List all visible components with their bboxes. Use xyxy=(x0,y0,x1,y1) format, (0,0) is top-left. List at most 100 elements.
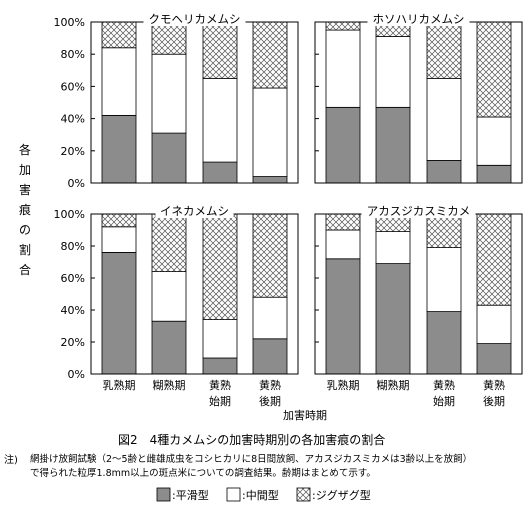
bar-segment-zigzag-3 xyxy=(426,213,462,248)
bar-segment-zigzag-4 xyxy=(476,21,512,118)
bar-segment-zigzag-2 xyxy=(151,21,187,55)
bar-segment-zigzag-4 xyxy=(252,21,288,89)
bar-segment-middle-2 xyxy=(151,271,187,322)
x-tick-label: 黄熟 xyxy=(433,378,455,392)
legend-swatch-flat xyxy=(156,487,171,502)
y-axis-label-char: 痕 xyxy=(19,202,31,217)
bar-segment-middle-4 xyxy=(252,87,288,177)
bar-segment-middle-1 xyxy=(101,47,137,116)
bar-segment-flat-1 xyxy=(325,258,361,375)
bar-segment-flat-3 xyxy=(426,311,462,375)
x-tick-label-line2: 後期 xyxy=(483,394,505,408)
y-axis-label-char: 各 xyxy=(19,142,31,157)
bar-segment-middle-1 xyxy=(325,229,361,260)
bar-segment-middle-1 xyxy=(101,226,137,253)
bar-segment-flat-4 xyxy=(476,343,512,375)
y-tick-label: 60% xyxy=(61,272,85,285)
y-tick-label: 40% xyxy=(61,113,85,126)
bar-segment-zigzag-3 xyxy=(202,21,238,79)
bar-segment-flat-1 xyxy=(325,106,361,184)
bar-segment-flat-1 xyxy=(101,114,137,184)
bar-segment-zigzag-1 xyxy=(101,21,137,49)
bar-segment-flat-2 xyxy=(375,106,411,184)
bar-segment-middle-3 xyxy=(202,319,238,359)
y-axis-label-char: 合 xyxy=(19,262,31,277)
y-axis-label-char: の xyxy=(19,223,31,237)
x-axis-label: 加害時期 xyxy=(283,408,327,422)
chart-title: イネカメムシ xyxy=(160,204,229,218)
bar-segment-zigzag-1 xyxy=(101,213,137,228)
y-axis-label-char: 加 xyxy=(19,163,31,177)
bar-segment-middle-2 xyxy=(375,231,411,265)
chart-title: ホソハリカメムシ xyxy=(373,12,465,26)
y-tick-label: 100% xyxy=(54,208,85,221)
figure-caption: 図2 4種カメムシの加害時期別の各加害痕の割合 xyxy=(118,433,386,447)
chart-panel-4: アカスジカスミカメ xyxy=(314,204,523,375)
chart-panel-1: 0% 20% 40% 60% 80% 100% クモヘリカメムシ xyxy=(54,12,299,190)
x-tick-label: 黄熟 xyxy=(259,378,281,392)
x-tick-label: 黄熟 xyxy=(483,378,505,392)
x-tick-label: 糊熟期 xyxy=(153,378,186,392)
bar-segment-middle-1 xyxy=(325,29,361,108)
bar-segment-middle-4 xyxy=(476,116,512,166)
bar-segment-middle-4 xyxy=(476,304,512,345)
bar-segment-flat-4 xyxy=(252,338,288,375)
y-axis-label-char: 割 xyxy=(19,242,31,257)
legend-label-middle: :中間型 xyxy=(242,488,279,502)
chart-title-bg xyxy=(155,204,234,218)
chart-title-bg xyxy=(361,204,476,218)
x-tick-label: 黄熟 xyxy=(209,378,231,392)
bar-segment-flat-2 xyxy=(151,132,187,184)
bar-segment-flat-2 xyxy=(375,263,411,375)
y-tick-label: 20% xyxy=(61,145,85,158)
x-tick-label: 乳熟期 xyxy=(327,378,360,392)
bar-segment-middle-3 xyxy=(426,77,462,161)
bar-segment-flat-1 xyxy=(101,251,137,375)
bar-segment-flat-2 xyxy=(151,320,187,375)
legend-swatch-middle xyxy=(226,487,241,502)
bar-segment-flat-3 xyxy=(202,161,238,184)
chart-panel-3: 0% 20% 40% 60% 80% 100% イネカメムシ xyxy=(54,204,299,381)
note-line-1: 網掛け放飼試験（2～5齢と雌雄成虫をコシヒカリに8日間放飼、アカスジカスミカメは… xyxy=(30,454,473,465)
charts-group: 0% 20% 40% 60% 80% 100% クモヘリカメムシ ホソハリカメムシ 0% 20% 4… xyxy=(54,12,523,381)
y-tick-label: 100% xyxy=(54,16,85,29)
x-tick-label-line2: 始期 xyxy=(433,394,455,408)
y-tick-label: 20% xyxy=(61,336,85,349)
x-tick-label: 乳熟期 xyxy=(103,378,136,392)
y-tick-label: 40% xyxy=(61,304,85,317)
y-tick-label: 60% xyxy=(61,80,85,93)
bar-segment-zigzag-4 xyxy=(476,213,512,306)
bar-segment-flat-4 xyxy=(252,176,288,184)
chart-title: アカスジカスミカメ xyxy=(367,204,471,218)
y-tick-label: 80% xyxy=(61,240,85,253)
y-axis-label-char: 害 xyxy=(19,182,31,197)
x-tick-label-line2: 後期 xyxy=(259,394,281,408)
chart-panel-2: ホソハリカメムシ xyxy=(314,12,523,184)
bar-segment-zigzag-1 xyxy=(325,213,361,231)
legend: :平滑型:中間型:ジグザグ型 xyxy=(156,487,371,502)
chart-title-bg xyxy=(143,12,246,26)
y-tick-label: 0% xyxy=(68,177,85,190)
x-tick-label: 糊熟期 xyxy=(377,378,410,392)
y-tick-label: 80% xyxy=(61,48,85,61)
bar-segment-middle-2 xyxy=(375,36,411,108)
bar-segment-flat-3 xyxy=(202,357,238,375)
bar-segment-zigzag-3 xyxy=(202,213,238,320)
legend-label-zigzag: :ジグザグ型 xyxy=(312,488,371,502)
y-tick-label: 0% xyxy=(68,368,85,381)
chart-title: クモヘリカメムシ xyxy=(149,12,241,26)
bar-segment-middle-3 xyxy=(426,247,462,313)
note-prefix: 注) xyxy=(4,455,18,466)
chart-title-bg xyxy=(367,12,470,26)
bar-segment-middle-2 xyxy=(151,53,187,134)
x-tick-label-line2: 始期 xyxy=(209,394,231,408)
note-line-2: で得られた粒厚1.8mm以上の斑点米についての調査結果。齢期はまとめて示す。 xyxy=(30,468,376,479)
bar-segment-zigzag-1 xyxy=(325,21,361,31)
bar-segment-zigzag-3 xyxy=(426,21,462,79)
bar-segment-flat-3 xyxy=(426,160,462,184)
bar-segment-middle-4 xyxy=(252,296,288,340)
bar-segment-zigzag-4 xyxy=(252,213,288,298)
bar-segment-zigzag-2 xyxy=(151,213,187,272)
